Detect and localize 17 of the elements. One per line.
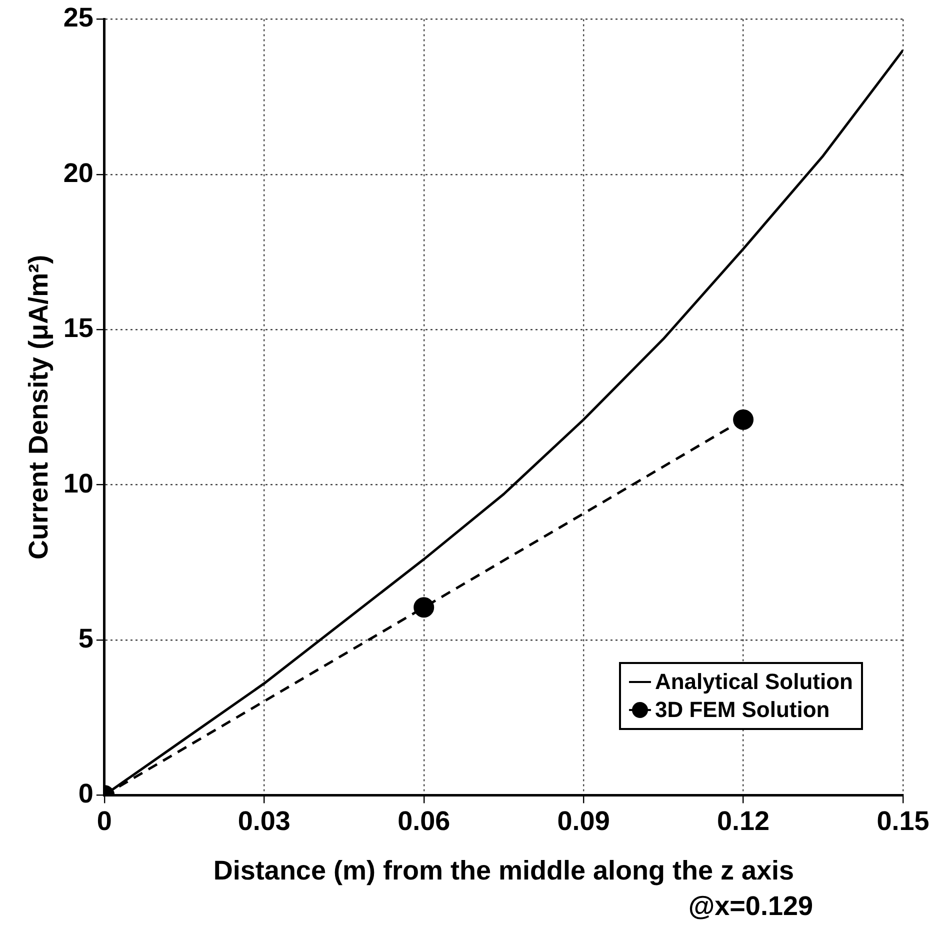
x-tick-label: 0.06 (398, 806, 450, 836)
text: @x=0.129 (688, 890, 813, 921)
y-tick-label: 20 (63, 158, 94, 188)
x-tick-label: 0.15 (876, 806, 930, 836)
x-tick-label: 0.03 (238, 806, 290, 836)
y-tick-label: 25 (63, 2, 94, 33)
y-axis-title: Current Density (μA/m²) (24, 254, 54, 560)
legend-label: Analytical Solution (654, 668, 853, 696)
y-tick-label: 10 (63, 468, 94, 498)
x-tick-label: 0 (96, 806, 112, 836)
y-tick-label: 0 (78, 778, 94, 809)
x-axis-title: Distance (m) from the middle along the z axis (213, 855, 794, 886)
x-tick-label: 0.12 (717, 806, 770, 836)
legend-label: 3D FEM Solution (654, 696, 830, 724)
y-tick-label: 5 (78, 623, 94, 654)
x-tick-label: 0.09 (557, 806, 610, 836)
y-tick-label: 15 (63, 313, 94, 344)
